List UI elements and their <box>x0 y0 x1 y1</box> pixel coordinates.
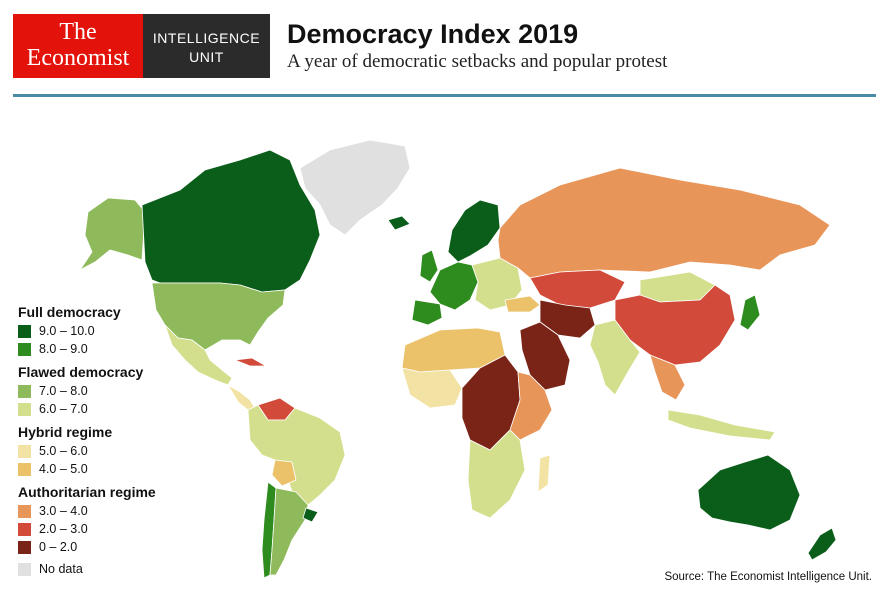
legend-item: 4.0 – 5.0 <box>18 460 198 478</box>
legend-label: 7.0 – 8.0 <box>39 384 88 398</box>
legend-heading: Full democracy <box>18 304 198 322</box>
legend-label: 9.0 – 10.0 <box>39 324 95 338</box>
region-australia <box>698 455 800 530</box>
source-note: Source: The Economist Intelligence Unit. <box>664 571 872 583</box>
region-indonesia <box>668 410 775 440</box>
legend-label: 5.0 – 6.0 <box>39 444 88 458</box>
region-new-zealand <box>808 528 836 560</box>
legend-group-authoritarian-regime: Authoritarian regime 3.0 – 4.0 2.0 – 3.0… <box>18 484 198 556</box>
legend-item: 6.0 – 7.0 <box>18 400 198 418</box>
region-uk-ireland <box>420 250 438 282</box>
region-iberia <box>412 300 442 325</box>
region-southern-africa <box>468 430 525 518</box>
legend-label: 2.0 – 3.0 <box>39 522 88 536</box>
legend-label: 6.0 – 7.0 <box>39 402 88 416</box>
region-iceland <box>388 216 410 230</box>
region-central-america <box>228 385 255 410</box>
region-japan <box>740 295 760 330</box>
legend-group-flawed-democracy: Flawed democracy 7.0 – 8.0 6.0 – 7.0 <box>18 364 198 418</box>
region-scandinavia <box>448 200 500 262</box>
legend-swatch <box>18 325 31 338</box>
legend-item: 5.0 – 6.0 <box>18 442 198 460</box>
legend-swatch <box>18 563 31 576</box>
legend-swatch <box>18 445 31 458</box>
legend-item: 9.0 – 10.0 <box>18 322 198 340</box>
region-madagascar <box>538 455 550 492</box>
legend-swatch <box>18 523 31 536</box>
region-canada <box>142 150 320 292</box>
region-cuba <box>235 358 266 366</box>
legend-label: 3.0 – 4.0 <box>39 504 88 518</box>
legend-item: 7.0 – 8.0 <box>18 382 198 400</box>
region-russia <box>498 168 830 278</box>
legend-item: 0 – 2.0 <box>18 538 198 556</box>
legend-group-hybrid-regime: Hybrid regime 5.0 – 6.0 4.0 – 5.0 <box>18 424 198 478</box>
legend-item: 2.0 – 3.0 <box>18 520 198 538</box>
legend-label: 8.0 – 9.0 <box>39 342 88 356</box>
legend-swatch <box>18 343 31 356</box>
legend-swatch <box>18 463 31 476</box>
legend-swatch <box>18 541 31 554</box>
legend-swatch <box>18 505 31 518</box>
region-west-africa <box>402 368 462 408</box>
legend-item-no-data: No data <box>18 560 198 578</box>
legend-label: 4.0 – 5.0 <box>39 462 88 476</box>
legend-group-full-democracy: Full democracy 9.0 – 10.0 8.0 – 9.0 <box>18 304 198 358</box>
legend-swatch <box>18 403 31 416</box>
legend-heading: Authoritarian regime <box>18 484 198 502</box>
region-alaska <box>80 198 145 270</box>
region-south-america <box>248 405 345 505</box>
region-argentina <box>270 488 308 575</box>
legend-heading: Flawed democracy <box>18 364 198 382</box>
legend-label: 0 – 2.0 <box>39 540 77 554</box>
legend-heading: Hybrid regime <box>18 424 198 442</box>
map-legend: Full democracy 9.0 – 10.0 8.0 – 9.0 Flaw… <box>18 298 198 578</box>
legend-swatch <box>18 385 31 398</box>
legend-item: 3.0 – 4.0 <box>18 502 198 520</box>
legend-item: 8.0 – 9.0 <box>18 340 198 358</box>
legend-label: No data <box>39 562 83 576</box>
